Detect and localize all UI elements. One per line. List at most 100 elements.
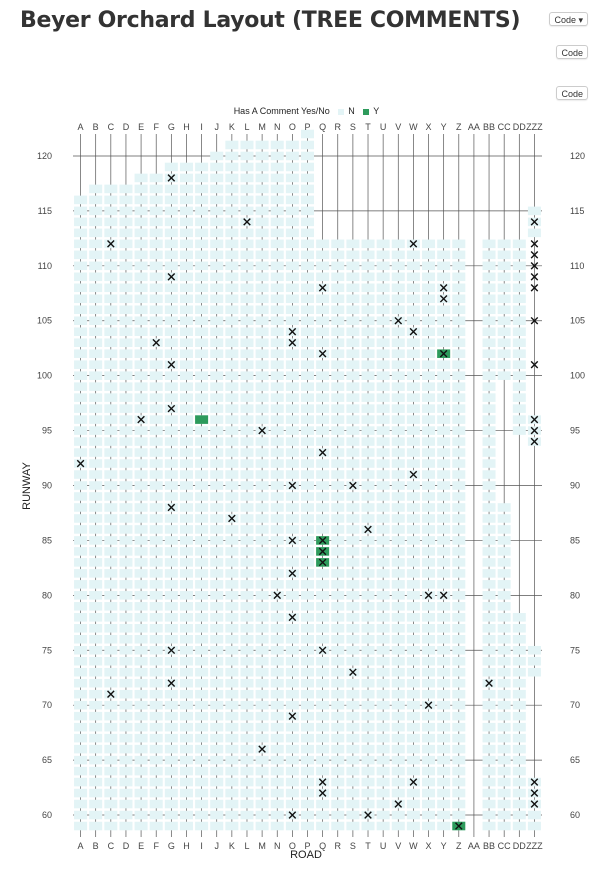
tree-tile (331, 700, 345, 710)
tree-tile (225, 283, 239, 293)
tree-tile (119, 700, 133, 710)
tree-tile (376, 294, 390, 304)
tree-tile (482, 656, 496, 666)
tree-tile (89, 766, 103, 776)
tree-tile (119, 228, 133, 238)
tree-tile (285, 656, 299, 666)
tree-tile (255, 217, 269, 227)
tree-tile (497, 239, 511, 249)
tree-tile (422, 283, 436, 293)
tree-tile (225, 371, 239, 380)
tree-tile (225, 799, 239, 809)
tree-tile (179, 360, 193, 369)
tree-tile (376, 503, 390, 512)
tree-tile (437, 569, 451, 578)
tree-tile (300, 755, 315, 765)
tree-tile (225, 777, 239, 787)
tree-tile (346, 437, 360, 446)
tree-tile (331, 558, 345, 567)
tree-tile (422, 810, 436, 820)
tree-tile (134, 514, 148, 523)
tree-tile (316, 591, 330, 600)
tree-tile (452, 678, 466, 688)
tree-tile (497, 371, 511, 380)
code-toggle-button-1[interactable]: Code (556, 45, 588, 59)
tree-tile (331, 492, 345, 501)
tree-tile (331, 689, 345, 699)
tree-tile (376, 382, 390, 391)
tree-tile (240, 700, 254, 710)
tree-tile (482, 382, 496, 391)
tree-tile (240, 624, 254, 633)
x-tick-label-bottom: I (200, 841, 203, 851)
tree-tile (482, 360, 496, 369)
comment-cross (349, 481, 357, 490)
code-toggle-button-2[interactable]: Code (556, 86, 588, 100)
tree-tile (195, 799, 209, 809)
tree-tile (331, 294, 345, 304)
code-dropdown-label: Code (554, 15, 576, 25)
code-dropdown-button[interactable]: Code ▾ (549, 12, 588, 26)
tree-tile (512, 338, 526, 347)
tree-tile (406, 503, 420, 512)
tree-tile (134, 569, 148, 578)
tree-tile (89, 777, 103, 787)
tree-tile (361, 777, 375, 787)
tree-tile (512, 250, 526, 260)
tree-tile (512, 799, 526, 809)
tree-tile (225, 360, 239, 369)
tree-tile (119, 667, 133, 677)
tree-tile (270, 393, 284, 402)
tree-tile (270, 459, 284, 468)
tree-tile (195, 338, 209, 347)
tree-tile (149, 569, 163, 578)
comment-cross (394, 800, 403, 808)
tree-tile (149, 415, 163, 424)
tree-tile (497, 777, 511, 787)
comment-cross (424, 591, 433, 600)
tree-tiles (74, 129, 541, 831)
tree-tile (134, 283, 148, 293)
tree-tile (316, 722, 330, 732)
tree-tile (437, 558, 451, 567)
tree-tile (89, 184, 103, 194)
tree-tile (346, 569, 360, 578)
tree-tile (210, 481, 224, 490)
tree-tile (240, 591, 254, 600)
tree-tile (331, 415, 345, 424)
tree-tile (134, 481, 148, 490)
tree-tile (285, 349, 299, 358)
tree-tile (119, 206, 133, 216)
tree-tile (482, 459, 496, 468)
tree-tile (270, 569, 284, 578)
tree-tile (300, 624, 315, 633)
tree-tile (240, 799, 254, 809)
tree-tile (255, 821, 269, 831)
tree-tile (164, 766, 178, 776)
tree-tile (255, 547, 269, 556)
y-tick-label-left: 100 (37, 371, 52, 381)
tree-tile (300, 195, 315, 205)
tree-tile (240, 151, 254, 161)
tree-tile (104, 821, 118, 831)
tree-tile (134, 700, 148, 710)
tree-tile (270, 602, 284, 611)
tree-tile (179, 514, 193, 523)
tree-tile (134, 261, 148, 271)
tree-tile (119, 305, 133, 315)
tree-tile (331, 481, 345, 490)
tree-tile (361, 634, 375, 644)
tree-tile (316, 272, 330, 282)
tree-tile (270, 272, 284, 282)
tree-tile (195, 678, 209, 688)
y-tick-label-left: 75 (42, 645, 52, 655)
tree-tile (74, 799, 88, 809)
tree-tile (346, 426, 360, 435)
tree-tile (74, 360, 88, 369)
tree-tile (74, 492, 88, 501)
tree-tile (437, 305, 451, 315)
tree-tile (300, 426, 315, 435)
tree-tile (331, 448, 345, 457)
tree-tile (164, 514, 178, 523)
tree-tile (225, 656, 239, 666)
